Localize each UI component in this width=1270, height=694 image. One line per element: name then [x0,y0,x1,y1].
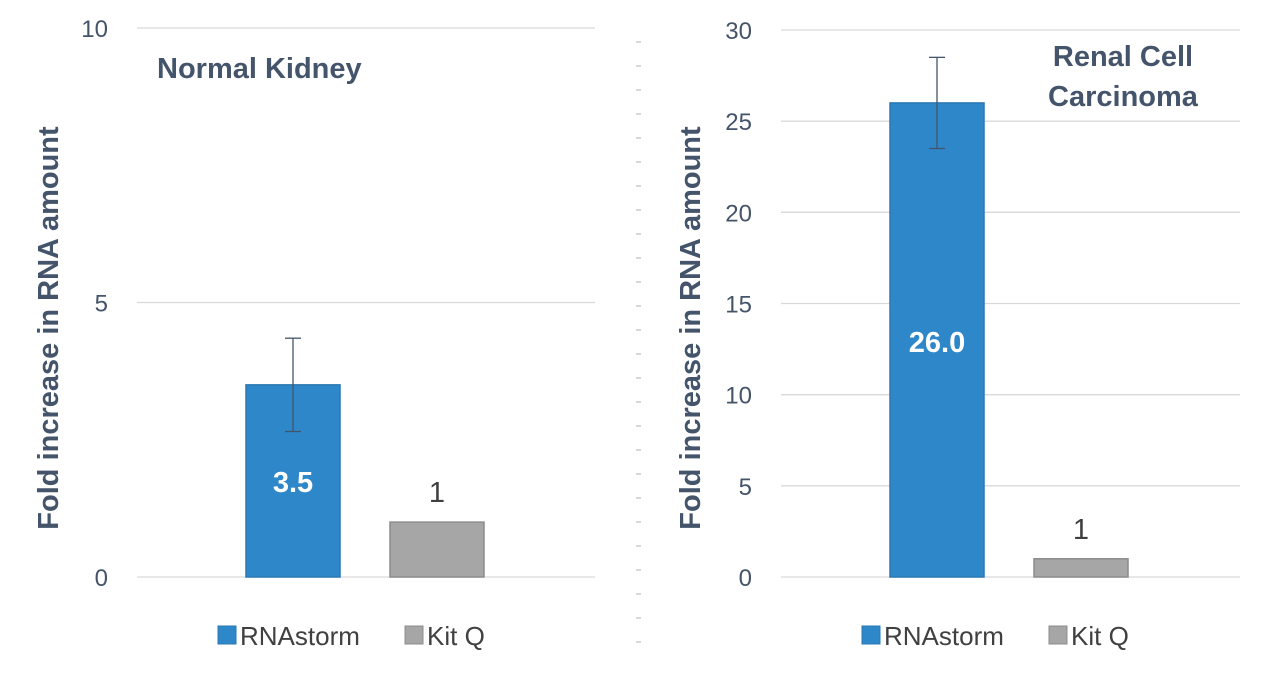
y-tick-label: 30 [725,18,752,45]
y-tick-label: 0 [95,565,108,592]
chart-panel-2: 0 5 10 15 20 25 30 Fold increase in RNA amount R… [675,18,1240,651]
data-label: 3.5 [273,467,313,499]
y-tick-label: 10 [725,383,752,410]
chart-title-line: Carcinoma [1048,81,1199,113]
y-tick-label: 5 [739,474,752,501]
legend-label: Kit Q [427,621,485,651]
legend-label: RNAstorm [884,621,1004,651]
legend-label: Kit Q [1071,621,1129,651]
y-tick-label: 15 [725,292,752,319]
chart-title-line: Renal Cell [1053,41,1193,73]
data-label: 1 [429,477,445,509]
legend-label: RNAstorm [240,621,360,651]
y-axis-label: Fold increase in RNA amount [33,126,65,530]
y-tick-label: 0 [739,565,752,592]
data-label: 26.0 [909,327,965,359]
y-tick-label: 5 [95,291,108,318]
data-label: 1 [1073,514,1089,546]
y-axis-label: Fold increase in RNA amount [675,126,707,530]
legend-swatch [861,625,881,645]
legend-swatch [1048,625,1068,645]
legend-swatch [217,625,237,645]
y-tick-label: 20 [725,200,752,227]
bar-kit-q [389,521,485,578]
legend-swatch [404,625,424,645]
y-tick-label: 10 [81,16,108,43]
chart-panel-1: 0 5 10 Fold increase in RNA amount Normal Ki… [33,16,595,651]
bar-rnastorm [889,102,985,578]
bar-kit-q [1033,558,1129,578]
y-tick-label: 25 [725,109,752,136]
chart-title: Normal Kidney [157,53,362,85]
